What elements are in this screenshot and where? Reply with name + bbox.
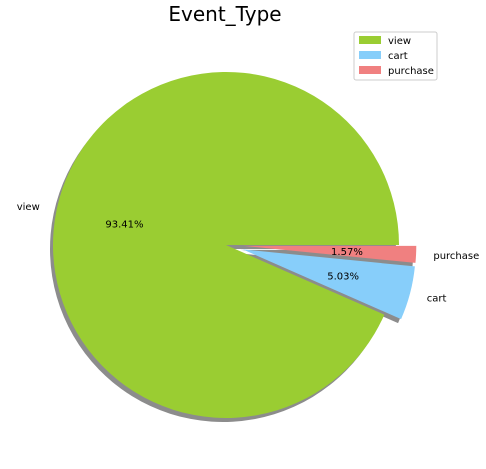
pie-slices xyxy=(52,71,417,418)
slice-percent-cart: 5.03% xyxy=(327,272,359,283)
slice-label-view: view xyxy=(17,202,40,213)
legend-swatch-cart xyxy=(359,51,381,59)
chart-title: Event_Type xyxy=(168,2,281,26)
slice-label-purchase: purchase xyxy=(433,251,479,262)
pie-slice-view xyxy=(52,71,399,418)
legend: view cart purchase xyxy=(353,31,438,81)
slice-percent-view: 93.41% xyxy=(105,220,143,231)
slice-labels: view 93.41% cart 5.03% purchase 1.57% xyxy=(17,202,480,305)
legend-swatch-purchase xyxy=(359,66,381,74)
legend-label-view: view xyxy=(388,36,411,47)
pie-slice-cart xyxy=(242,249,415,320)
legend-swatch-view xyxy=(359,36,381,44)
slice-label-cart: cart xyxy=(427,294,447,305)
legend-label-purchase: purchase xyxy=(388,66,434,77)
pie-slice-purchase xyxy=(243,245,417,263)
legend-label-cart: cart xyxy=(388,51,408,62)
slice-percent-purchase: 1.57% xyxy=(331,247,363,258)
